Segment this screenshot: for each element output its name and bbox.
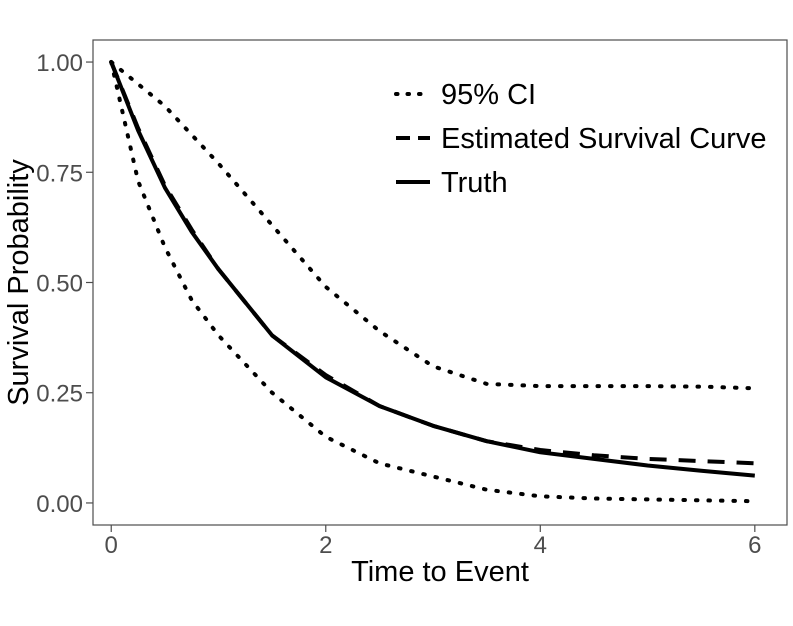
series-line-truth [109, 61, 755, 478]
legend-label: Truth [441, 167, 508, 199]
x-tick-label: 6 [748, 532, 761, 559]
y-tick-label: 0.25 [36, 381, 83, 408]
y-axis: 0.00 0.25 0.50 0.75 1.00 [36, 50, 93, 518]
y-tick-label: 0.00 [36, 491, 83, 518]
series-lines [109, 60, 757, 504]
y-tick-label: 1.00 [36, 50, 83, 77]
series-line-ci-0 [109, 60, 757, 391]
x-tick-label: 0 [105, 532, 118, 559]
x-tick-label: 4 [534, 532, 547, 559]
x-tick-label: 2 [319, 532, 332, 559]
x-axis-title: Time to Event [351, 556, 529, 588]
legend: 95% CI Estimated Survival Curve Truth [394, 79, 767, 199]
legend-label: 95% CI [441, 79, 536, 111]
x-axis: 0 2 4 6 [105, 525, 762, 559]
legend-label: Estimated Survival Curve [441, 123, 767, 155]
series-line-ci-1 [109, 60, 757, 504]
y-axis-title: Survival Probability [3, 159, 35, 406]
y-tick-label: 0.50 [36, 271, 83, 298]
y-tick-label: 0.75 [36, 160, 83, 187]
